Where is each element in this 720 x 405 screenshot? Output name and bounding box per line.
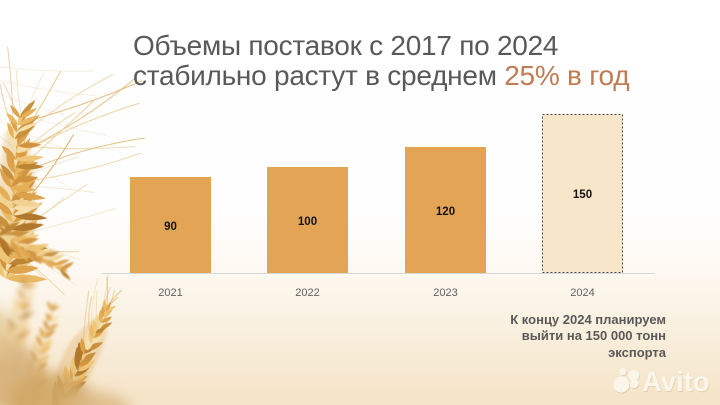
svg-text:Avito: Avito — [643, 367, 711, 398]
svg-text:Avito: Avito — [642, 366, 710, 397]
